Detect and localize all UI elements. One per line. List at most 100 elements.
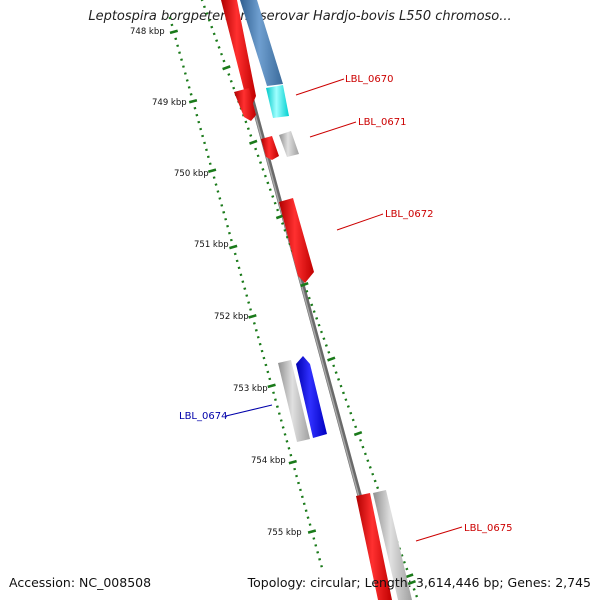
minor-tick bbox=[202, 5, 206, 9]
minor-tick bbox=[170, 23, 174, 27]
minor-tick bbox=[262, 356, 266, 360]
minor-tick bbox=[247, 301, 251, 304]
minor-tick bbox=[201, 134, 205, 138]
major-tick bbox=[207, 168, 217, 173]
minor-tick bbox=[277, 412, 281, 415]
minor-tick bbox=[249, 134, 253, 137]
minor-tick bbox=[254, 329, 258, 332]
minor-tick bbox=[346, 405, 350, 408]
gene-feature bbox=[296, 356, 327, 438]
minor-tick bbox=[283, 228, 287, 232]
minor-tick bbox=[222, 211, 226, 214]
minor-tick bbox=[366, 459, 370, 463]
minor-tick bbox=[217, 46, 221, 49]
gene-feature bbox=[278, 360, 310, 442]
minor-tick bbox=[344, 398, 348, 402]
major-tick bbox=[327, 356, 336, 362]
minor-tick bbox=[205, 12, 209, 15]
minor-tick bbox=[266, 370, 270, 374]
major-tick bbox=[307, 529, 317, 534]
minor-tick bbox=[252, 322, 256, 325]
minor-tick bbox=[318, 558, 322, 561]
gene-feature bbox=[373, 490, 412, 600]
major-tick bbox=[248, 314, 257, 319]
minor-tick bbox=[227, 73, 231, 76]
minor-tick bbox=[306, 516, 310, 519]
tick-label: 753 kbp bbox=[233, 384, 268, 394]
gene-feature bbox=[279, 198, 314, 283]
minor-tick bbox=[206, 155, 210, 159]
tick-label: 754 kbp bbox=[251, 456, 286, 466]
major-tick bbox=[405, 573, 414, 579]
minor-tick bbox=[304, 509, 308, 512]
minor-tick bbox=[214, 183, 218, 186]
minor-tick bbox=[293, 467, 297, 471]
minor-tick bbox=[210, 25, 214, 29]
minor-tick bbox=[195, 113, 199, 117]
minor-tick bbox=[272, 391, 275, 395]
tick-label: 749 kbp bbox=[152, 98, 187, 108]
minor-tick bbox=[359, 438, 362, 442]
minor-tick bbox=[203, 141, 206, 145]
minor-tick bbox=[295, 474, 298, 478]
gene-label-leaders bbox=[225, 78, 463, 542]
minor-tick bbox=[415, 594, 419, 598]
minor-tick bbox=[245, 294, 249, 297]
minor-tick bbox=[276, 208, 280, 212]
minor-tick bbox=[317, 323, 321, 327]
minor-tick bbox=[235, 259, 239, 263]
minor-tick bbox=[205, 148, 208, 152]
gene-feature bbox=[279, 131, 299, 157]
minor-tick bbox=[363, 452, 367, 456]
minor-tick bbox=[260, 349, 264, 353]
minor-tick bbox=[322, 337, 326, 341]
minor-tick bbox=[287, 447, 291, 450]
minor-tick bbox=[320, 330, 323, 334]
minor-tick bbox=[264, 363, 268, 367]
minor-tick bbox=[266, 181, 270, 185]
minor-tick bbox=[178, 51, 181, 54]
minor-tick bbox=[312, 310, 316, 313]
minor-tick bbox=[308, 523, 312, 526]
gene-label: LBL_0670 bbox=[345, 74, 393, 85]
major-tick bbox=[267, 383, 276, 389]
major-tick bbox=[407, 579, 416, 586]
minor-tick bbox=[402, 560, 406, 564]
inner-tick-track bbox=[168, 16, 323, 568]
minor-tick bbox=[232, 86, 236, 90]
minor-tick bbox=[229, 238, 233, 242]
minor-tick bbox=[332, 364, 336, 368]
minor-tick bbox=[371, 472, 375, 476]
gene-feature bbox=[240, 0, 283, 86]
minor-tick bbox=[302, 502, 306, 506]
minor-tick bbox=[187, 86, 191, 89]
minor-tick bbox=[263, 174, 267, 178]
minor-tick bbox=[361, 445, 365, 449]
minor-tick bbox=[256, 335, 260, 339]
minor-tick bbox=[283, 433, 287, 436]
minor-tick bbox=[314, 544, 318, 547]
minor-tick bbox=[275, 405, 279, 408]
minor-tick bbox=[212, 176, 216, 179]
minor-tick bbox=[405, 567, 409, 571]
minor-tick bbox=[268, 377, 272, 381]
minor-tick bbox=[182, 65, 185, 68]
minor-tick bbox=[176, 44, 180, 48]
minor-tick bbox=[183, 72, 187, 75]
minor-tick bbox=[289, 453, 293, 457]
minor-tick bbox=[215, 39, 219, 43]
minor-tick bbox=[254, 147, 258, 151]
gene-feature bbox=[221, 0, 256, 108]
minor-tick bbox=[316, 551, 320, 554]
minor-tick bbox=[299, 488, 302, 492]
gene-label: LBL_0672 bbox=[385, 209, 433, 220]
tick-label: 755 kbp bbox=[267, 528, 302, 538]
minor-tick bbox=[334, 371, 338, 374]
minor-tick bbox=[237, 266, 241, 270]
gene-label: LBL_0674 bbox=[179, 411, 227, 422]
minor-tick bbox=[189, 93, 193, 96]
genome-stats-text: Topology: circular; Length: 3,614,446 bp… bbox=[247, 575, 591, 590]
minor-tick bbox=[193, 106, 197, 110]
